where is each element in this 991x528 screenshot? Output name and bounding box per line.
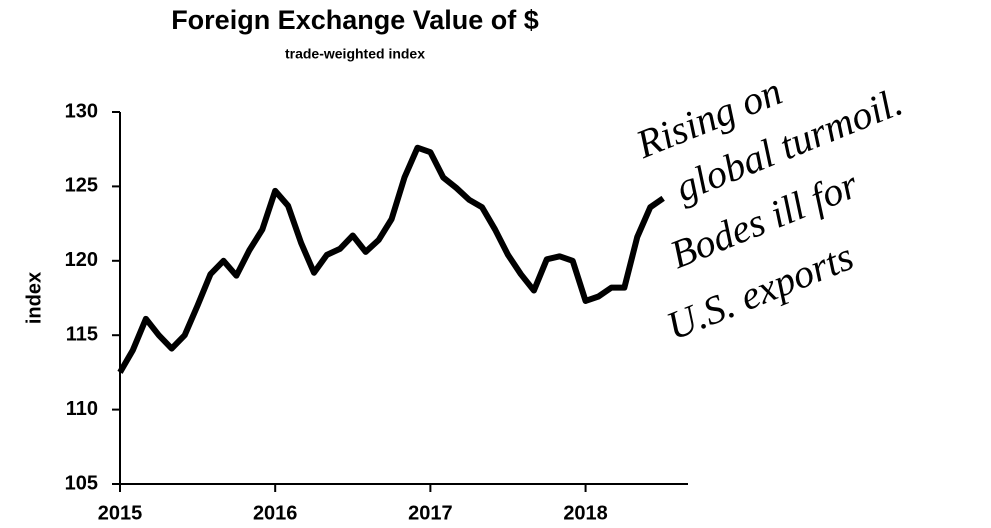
y-tick-label: 110 [66,398,98,420]
y-tick-label: 130 [65,100,98,122]
y-tick-label: 105 [65,472,98,494]
x-tick-label: 2016 [253,502,298,524]
y-tick-label: 120 [65,249,98,271]
annotation: Rising on global turmoil. Bodes ill for … [629,68,908,349]
x-tick-label: 2018 [563,502,608,524]
y-tick-label: 115 [66,323,98,345]
data-line [117,144,665,374]
chart-subtitle: trade-weighted index [285,46,425,62]
chart-title: Foreign Exchange Value of $ [171,5,539,35]
y-axis-label: index [23,272,45,324]
y-tick-label: 125 [65,175,98,197]
x-tick-label: 2015 [98,502,143,524]
x-tick-label: 2017 [408,502,453,524]
